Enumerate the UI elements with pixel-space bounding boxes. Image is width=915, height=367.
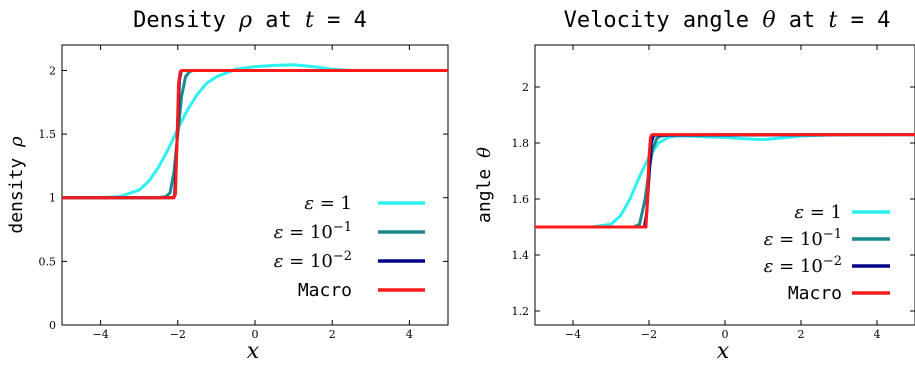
- x-tick-label: −2: [641, 328, 657, 341]
- y-tick-label: 2: [49, 64, 56, 77]
- plot-frame: [534, 44, 915, 326]
- legend-label: Macro: [788, 283, 842, 304]
- legend-label: ε = 10−2: [274, 249, 352, 272]
- x-tick-label: −4: [565, 328, 581, 341]
- x-tick-label: 4: [874, 328, 881, 341]
- legend-label: ε = 10−1: [764, 227, 842, 250]
- legend-label: Macro: [298, 280, 352, 301]
- x-tick-label: 2: [798, 328, 805, 341]
- series-line: [62, 68, 448, 200]
- series-line: [62, 63, 448, 200]
- x-tick-label: 0: [252, 328, 259, 341]
- x-tick-label: 4: [406, 328, 413, 341]
- series-line: [62, 68, 448, 200]
- series-line: [62, 68, 448, 200]
- y-tick-label: 0.5: [39, 255, 57, 268]
- y-tick-label: 0: [49, 319, 56, 332]
- legend-label: ε = 1: [304, 193, 352, 214]
- x-tick-label: 2: [329, 328, 336, 341]
- y-tick-label: 1: [49, 192, 56, 205]
- velocity-angle-chart: Velocity angle θ at t = 4 −4 −2 0 2 4 1.2 1.4 1.…: [474, 8, 915, 364]
- series-line: [535, 133, 915, 229]
- legend-label: ε = 10−2: [764, 254, 842, 277]
- x-tick-label: 0: [722, 328, 729, 341]
- plot-frame: [61, 44, 449, 326]
- density-chart: Density ρ at t = 4 −4 −2 0 2 4 0 0.5 1 1.5 2 x densi…: [6, 8, 449, 364]
- x-tick-label: −4: [92, 328, 108, 341]
- chart-title: Velocity angle θ at t = 4: [564, 8, 891, 33]
- y-tick-label: 1.5: [39, 128, 57, 141]
- y-axis-label: density ρ: [6, 136, 27, 234]
- y-tick-label: 1.2: [512, 305, 530, 318]
- y-axis-label: angle θ: [474, 147, 495, 223]
- y-tick-label: 1.6: [512, 193, 530, 206]
- x-axis-label: x: [247, 339, 260, 364]
- x-tick-label: −2: [170, 328, 186, 341]
- legend-label: ε = 1: [794, 202, 842, 223]
- y-tick-label: 1.4: [512, 249, 530, 262]
- legend-label: ε = 10−1: [274, 220, 352, 243]
- x-axis-label: x: [717, 339, 730, 364]
- y-tick-label: 2: [522, 81, 529, 94]
- y-tick-label: 1.8: [512, 137, 530, 150]
- chart-title: Density ρ at t = 4: [133, 8, 367, 33]
